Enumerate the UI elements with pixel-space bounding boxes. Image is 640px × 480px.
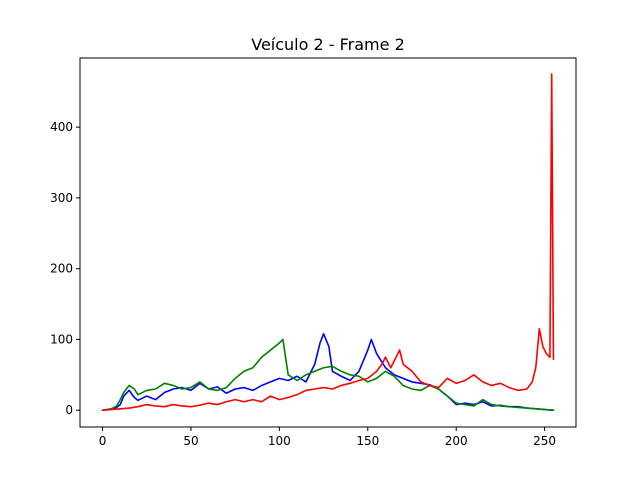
x-tick-label-3: 150 <box>356 434 379 448</box>
series-line-0 <box>101 332 555 412</box>
x-tick-label-4: 200 <box>445 434 468 448</box>
x-tick-label-5: 250 <box>533 434 556 448</box>
series-line-2 <box>101 73 555 412</box>
x-tick-label-1: 50 <box>183 434 198 448</box>
x-tick-label-2: 100 <box>268 434 291 448</box>
series-line-1 <box>101 338 555 412</box>
y-tick-label-3: 300 <box>50 191 73 205</box>
x-axis: 0 50 100 150 200 250 <box>99 427 556 448</box>
y-tick-label-4: 400 <box>50 120 73 134</box>
y-tick-label-0: 0 <box>65 403 73 417</box>
plot-frame <box>79 57 577 428</box>
y-tick-label-1: 100 <box>50 332 73 346</box>
x-tick-label-0: 0 <box>99 434 107 448</box>
chart-title: Veículo 2 - Frame 2 <box>251 35 405 54</box>
y-tick-label-2: 200 <box>50 262 73 276</box>
y-axis: 0 100 200 300 400 <box>50 120 80 417</box>
series-layer <box>101 73 555 412</box>
